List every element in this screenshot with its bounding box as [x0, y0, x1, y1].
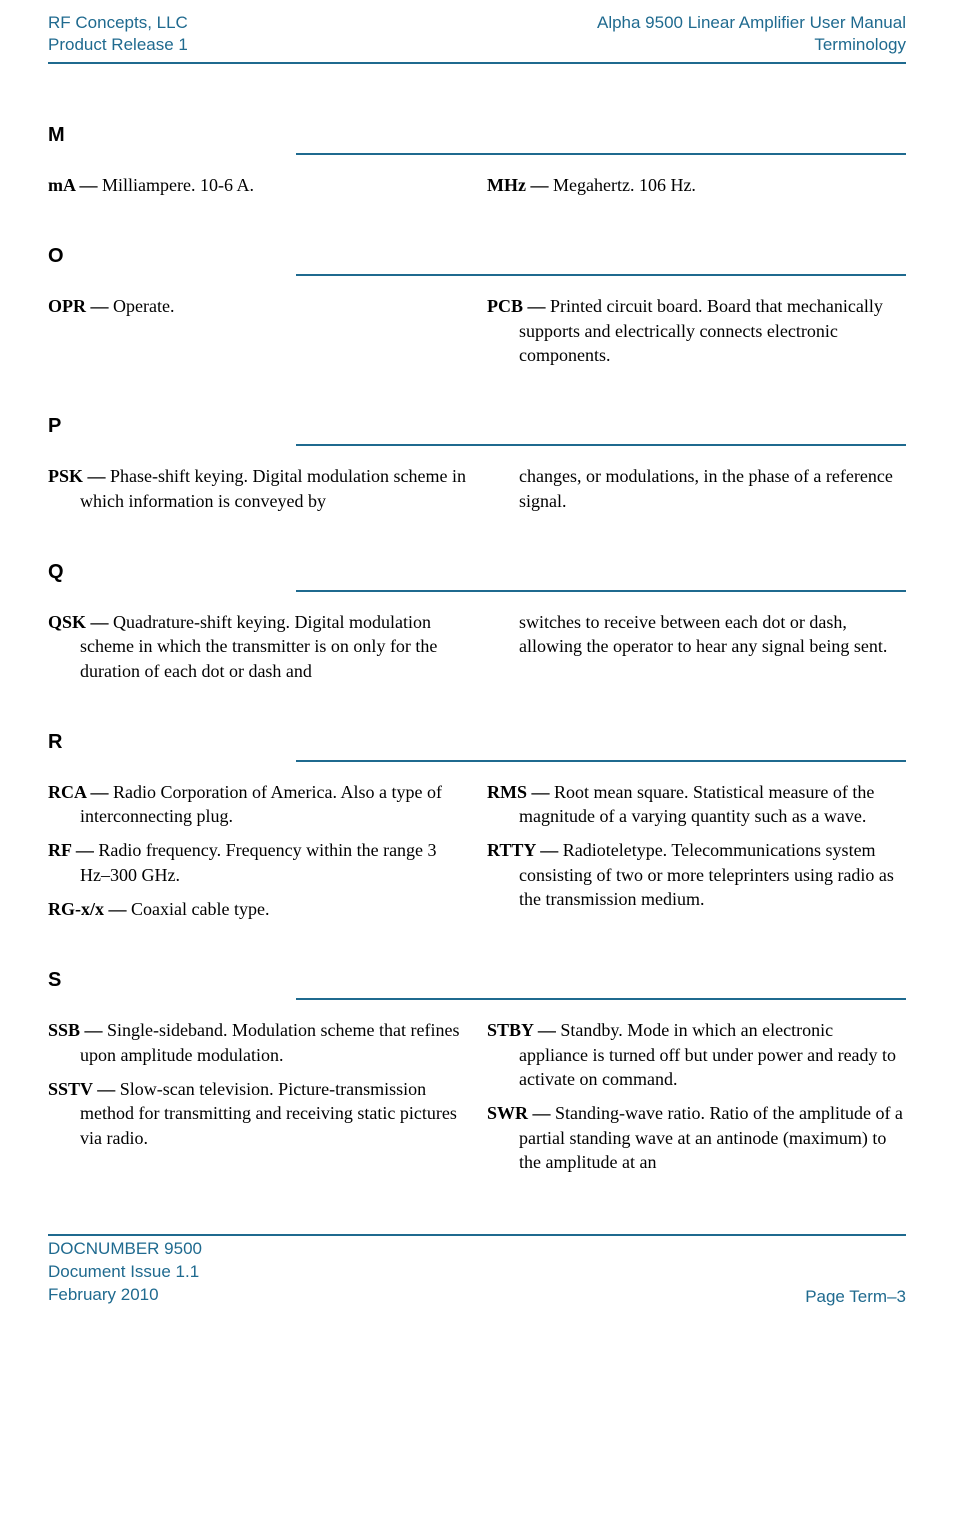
column-left: mA — Milliampere. 10-6 A. — [48, 173, 467, 207]
section-rule — [296, 760, 906, 762]
column-right: MHz — Megahertz. 106 Hz. — [487, 173, 906, 207]
header-manual-title: Alpha 9500 Linear Amplifier User Manual — [597, 12, 906, 34]
section-columns: mA — Milliampere. 10-6 A. MHz — Megahertz… — [48, 173, 906, 207]
term: SSB — — [48, 1020, 103, 1040]
footer-page-number: Page Term–3 — [805, 1287, 906, 1307]
term: SWR — — [487, 1103, 551, 1123]
column-left: PSK — Phase-shift keying. Digital modula… — [48, 464, 467, 523]
section-O: O OPR — Operate. PCB — Printed circuit boa… — [48, 245, 906, 377]
term-continuation: switches to receive between each dot or … — [487, 610, 906, 659]
section-rule — [296, 998, 906, 1000]
column-right: switches to receive between each dot or … — [487, 610, 906, 693]
definition: Standing-wave ratio. Ratio of the amplit… — [519, 1103, 903, 1172]
definition: Coaxial cable type. — [127, 899, 270, 919]
term-entry: QSK — Quadrature-shift keying. Digital m… — [48, 610, 467, 683]
term-entry: RMS — Root mean square. Statistical meas… — [487, 780, 906, 829]
definition: Root mean square. Statistical measure of… — [519, 782, 874, 826]
definition: Phase-shift keying. Digital modulation s… — [80, 466, 466, 510]
term: STBY — — [487, 1020, 556, 1040]
section-letter: Q — [48, 561, 906, 584]
section-letter: S — [48, 969, 906, 992]
section-rule — [296, 274, 906, 276]
footer-date: February 2010 — [48, 1284, 202, 1307]
definition: Printed circuit board. Board that mechan… — [519, 296, 883, 365]
footer-docnumber: DOCNUMBER 9500 — [48, 1238, 202, 1261]
column-right: changes, or modulations, in the phase of… — [487, 464, 906, 523]
section-columns: SSB — Single-sideband. Modulation scheme… — [48, 1018, 906, 1184]
definition: Megahertz. 106 Hz. — [548, 175, 695, 195]
term: PSK — — [48, 466, 106, 486]
term-entry: mA — Milliampere. 10-6 A. — [48, 173, 467, 197]
terminology-sections: MmA — Milliampere. 10-6 A. MHz — Megahert… — [48, 124, 906, 1184]
term: SSTV — — [48, 1079, 115, 1099]
definition: Standby. Mode in which an electronic app… — [519, 1020, 896, 1089]
term: QSK — — [48, 612, 109, 632]
term: RMS — — [487, 782, 550, 802]
definition: Slow-scan television. Picture-transmissi… — [80, 1079, 457, 1148]
header-section-title: Terminology — [597, 34, 906, 56]
section-letter: M — [48, 124, 906, 147]
term-entry: PSK — Phase-shift keying. Digital modula… — [48, 464, 467, 513]
section-letter: R — [48, 731, 906, 754]
term: OPR — — [48, 296, 109, 316]
term-entry: SWR — Standing-wave ratio. Ratio of the … — [487, 1101, 906, 1174]
section-M: MmA — Milliampere. 10-6 A. MHz — Megahert… — [48, 124, 906, 207]
section-Q: Q QSK — Quadrature-shift keying. Digital … — [48, 561, 906, 693]
section-S: S SSB — Single-sideband. Modulation schem… — [48, 969, 906, 1184]
definition: Single-sideband. Modulation scheme that … — [80, 1020, 459, 1064]
page-header: RF Concepts, LLC Product Release 1 Alpha… — [48, 12, 906, 64]
term-entry: SSTV — Slow-scan television. Picture-tra… — [48, 1077, 467, 1150]
definition: Radio Corporation of America. Also a typ… — [80, 782, 442, 826]
term-entry: RTTY — Radioteletype. Telecommunications… — [487, 838, 906, 911]
term-entry: SSB — Single-sideband. Modulation scheme… — [48, 1018, 467, 1067]
definition: Radio frequency. Frequency within the ra… — [80, 840, 437, 884]
column-right: PCB — Printed circuit board. Board that … — [487, 294, 906, 377]
column-left: QSK — Quadrature-shift keying. Digital m… — [48, 610, 467, 693]
term: RF — — [48, 840, 94, 860]
term-entry: RG-x/x — Coaxial cable type. — [48, 897, 467, 921]
section-columns: QSK — Quadrature-shift keying. Digital m… — [48, 610, 906, 693]
section-rule — [296, 444, 906, 446]
definition: Milliampere. 10-6 A. — [98, 175, 254, 195]
section-rule — [296, 153, 906, 155]
section-columns: PSK — Phase-shift keying. Digital modula… — [48, 464, 906, 523]
section-columns: OPR — Operate. PCB — Printed circuit boar… — [48, 294, 906, 377]
definition: Operate. — [109, 296, 175, 316]
footer-issue: Document Issue 1.1 — [48, 1261, 202, 1284]
column-left: SSB — Single-sideband. Modulation scheme… — [48, 1018, 467, 1184]
section-columns: RCA — Radio Corporation of America. Also… — [48, 780, 906, 931]
page: RF Concepts, LLC Product Release 1 Alpha… — [0, 0, 954, 1327]
page-footer: DOCNUMBER 9500 Document Issue 1.1 Februa… — [48, 1234, 906, 1307]
header-right: Alpha 9500 Linear Amplifier User Manual … — [597, 12, 906, 56]
term: mA — — [48, 175, 98, 195]
definition: Quadrature-shift keying. Digital modulat… — [80, 612, 437, 681]
term: MHz — — [487, 175, 548, 195]
definition: Radioteletype. Telecommunications system… — [519, 840, 894, 909]
term-entry: STBY — Standby. Mode in which an electro… — [487, 1018, 906, 1091]
column-left: RCA — Radio Corporation of America. Also… — [48, 780, 467, 931]
term-entry: OPR — Operate. — [48, 294, 467, 318]
section-R: R RCA — Radio Corporation of America. Als… — [48, 731, 906, 931]
section-rule — [296, 590, 906, 592]
section-P: P PSK — Phase-shift keying. Digital modul… — [48, 415, 906, 523]
section-letter: P — [48, 415, 906, 438]
term: RTTY — — [487, 840, 558, 860]
term-continuation: changes, or modulations, in the phase of… — [487, 464, 906, 513]
column-left: OPR — Operate. — [48, 294, 467, 377]
header-left: RF Concepts, LLC Product Release 1 — [48, 12, 188, 56]
term: PCB — — [487, 296, 546, 316]
header-company: RF Concepts, LLC — [48, 12, 188, 34]
column-right: RMS — Root mean square. Statistical meas… — [487, 780, 906, 931]
header-release: Product Release 1 — [48, 34, 188, 56]
term: RCA — — [48, 782, 109, 802]
footer-left: DOCNUMBER 9500 Document Issue 1.1 Februa… — [48, 1238, 202, 1307]
section-letter: O — [48, 245, 906, 268]
term-entry: PCB — Printed circuit board. Board that … — [487, 294, 906, 367]
term-entry: RF — Radio frequency. Frequency within t… — [48, 838, 467, 887]
column-right: STBY — Standby. Mode in which an electro… — [487, 1018, 906, 1184]
term: RG-x/x — — [48, 899, 127, 919]
term-entry: RCA — Radio Corporation of America. Also… — [48, 780, 467, 829]
term-entry: MHz — Megahertz. 106 Hz. — [487, 173, 906, 197]
